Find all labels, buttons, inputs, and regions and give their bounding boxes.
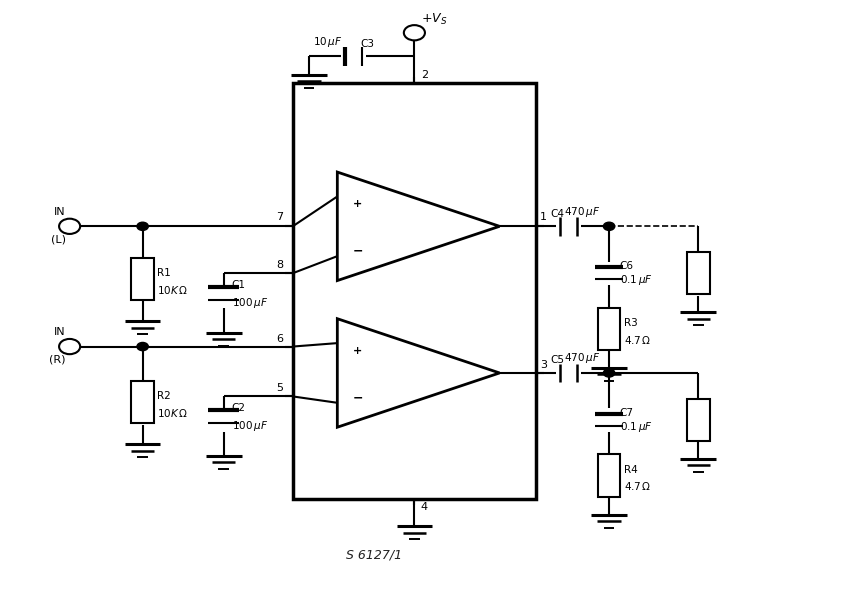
Text: R4: R4: [623, 465, 636, 475]
Bar: [597, 455, 619, 497]
Text: $470\,\mu F$: $470\,\mu F$: [564, 351, 600, 365]
Text: C5: C5: [550, 356, 564, 365]
Text: $4.7\,\Omega$: $4.7\,\Omega$: [623, 480, 650, 492]
Bar: [686, 399, 709, 441]
Text: 7: 7: [275, 211, 283, 222]
Text: +: +: [353, 346, 362, 356]
Circle shape: [603, 369, 614, 377]
Text: $0.1\,\mu F$: $0.1\,\mu F$: [619, 420, 652, 434]
Text: $10K\,\Omega$: $10K\,\Omega$: [157, 407, 188, 419]
Circle shape: [403, 25, 425, 40]
Text: C4: C4: [550, 209, 564, 219]
Text: $0.1\,\mu F$: $0.1\,\mu F$: [619, 273, 652, 287]
Text: −: −: [352, 244, 362, 257]
Text: $100\,\mu F$: $100\,\mu F$: [231, 419, 268, 433]
Text: −: −: [352, 391, 362, 404]
Text: $4.7\,\Omega$: $4.7\,\Omega$: [623, 334, 650, 345]
Text: C1: C1: [231, 280, 246, 290]
Text: 8: 8: [275, 260, 283, 270]
Text: R3: R3: [623, 318, 636, 328]
Text: 5: 5: [276, 384, 283, 393]
Bar: [131, 381, 154, 423]
Text: C3: C3: [360, 39, 374, 49]
Circle shape: [59, 339, 80, 354]
Text: S 6127/1: S 6127/1: [345, 548, 402, 562]
Text: 1: 1: [539, 211, 546, 222]
Text: C2: C2: [231, 403, 246, 413]
Circle shape: [137, 342, 149, 351]
Text: IN: IN: [54, 327, 66, 337]
Text: $470\,\mu F$: $470\,\mu F$: [564, 205, 600, 219]
Text: +: +: [353, 199, 362, 209]
Bar: [686, 252, 709, 295]
Text: (L): (L): [51, 235, 66, 244]
Circle shape: [603, 222, 614, 230]
Text: C6: C6: [619, 261, 633, 271]
Text: 6: 6: [276, 334, 283, 343]
Text: $100\,\mu F$: $100\,\mu F$: [231, 296, 268, 310]
Text: $10\,\mu F$: $10\,\mu F$: [312, 35, 342, 49]
Circle shape: [137, 222, 149, 230]
Circle shape: [59, 219, 80, 234]
Text: $+V_S$: $+V_S$: [420, 12, 446, 27]
Text: 3: 3: [539, 360, 546, 370]
Text: R2: R2: [157, 392, 170, 401]
Text: C7: C7: [619, 408, 633, 418]
Text: R1: R1: [157, 268, 170, 278]
Text: 4: 4: [420, 502, 428, 512]
Bar: [292, 82, 535, 499]
Text: 2: 2: [420, 70, 428, 79]
Bar: [131, 258, 154, 300]
Text: (R): (R): [49, 355, 66, 365]
Text: $10K\,\Omega$: $10K\,\Omega$: [157, 284, 188, 296]
Text: IN: IN: [54, 207, 66, 217]
Bar: [597, 308, 619, 350]
